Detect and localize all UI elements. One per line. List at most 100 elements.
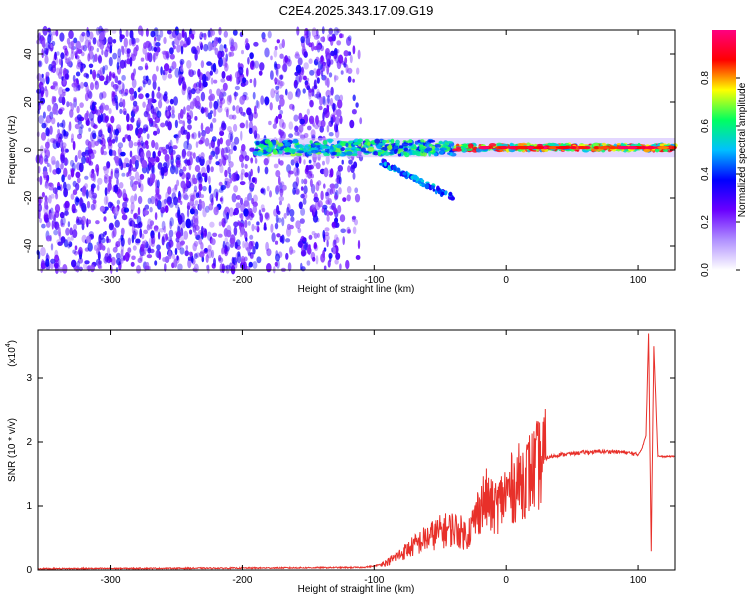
x-tick-label: 100 [630, 275, 647, 286]
y-tick-label: 2 [26, 437, 32, 448]
noise-mark [181, 148, 187, 158]
noise-mark [125, 197, 129, 203]
noise-mark [247, 220, 251, 226]
signal-mark [654, 148, 660, 153]
noise-mark [153, 130, 158, 136]
noise-mark [334, 194, 338, 200]
noise-mark [249, 78, 253, 84]
noise-mark [252, 194, 258, 203]
noise-mark [180, 200, 183, 205]
noise-mark [50, 258, 56, 264]
signal-mark [299, 144, 305, 149]
noise-mark [258, 70, 263, 76]
noise-mark [184, 250, 189, 257]
noise-mark [245, 237, 248, 242]
signal-mark [424, 143, 431, 148]
noise-mark [40, 132, 47, 141]
noise-mark [275, 85, 280, 90]
signal-core-mark [598, 146, 609, 150]
noise-mark [99, 205, 106, 212]
noise-mark [132, 95, 135, 101]
snr-scale-suffix: ) [7, 340, 18, 343]
noise-mark [224, 237, 229, 245]
noise-mark [142, 45, 147, 55]
noise-mark [74, 196, 80, 206]
noise-mark [36, 177, 41, 182]
noise-mark [88, 63, 94, 68]
noise-mark [72, 249, 77, 255]
noise-mark [102, 65, 106, 75]
noise-mark [130, 195, 135, 205]
noise-mark [93, 202, 97, 210]
noise-mark [158, 228, 165, 233]
noise-mark [40, 262, 47, 269]
noise-mark [129, 29, 134, 39]
signal-mark [418, 146, 426, 151]
noise-mark [97, 55, 103, 64]
noise-mark [147, 52, 150, 61]
noise-mark [299, 238, 303, 249]
noise-mark [308, 234, 313, 240]
noise-mark [183, 129, 188, 135]
noise-mark [170, 152, 174, 161]
noise-mark [137, 195, 143, 205]
noise-mark [62, 45, 68, 51]
signal-core-mark [627, 146, 638, 150]
signal-mark [445, 141, 454, 144]
noise-mark [226, 108, 229, 118]
noise-mark [41, 73, 44, 78]
noise-mark [188, 69, 192, 76]
noise-mark [94, 80, 100, 90]
noise-mark [111, 29, 117, 34]
noise-mark [352, 78, 355, 83]
noise-mark [190, 151, 193, 157]
noise-mark [165, 233, 169, 241]
noise-mark [275, 253, 280, 262]
noise-mark [273, 49, 278, 58]
noise-mark [73, 224, 77, 231]
noise-mark [320, 36, 324, 42]
noise-mark [144, 62, 148, 71]
branch-mark [392, 165, 397, 170]
noise-mark [298, 155, 302, 164]
noise-mark [133, 142, 138, 147]
noise-mark [176, 231, 181, 239]
noise-mark [302, 75, 307, 81]
noise-mark [279, 81, 285, 87]
noise-mark [171, 61, 177, 70]
noise-mark [234, 262, 238, 269]
noise-mark [198, 183, 203, 192]
noise-mark [221, 217, 226, 228]
noise-mark [158, 251, 162, 260]
noise-mark [304, 243, 308, 251]
noise-mark [88, 111, 95, 121]
noise-mark [166, 159, 171, 167]
noise-mark [174, 184, 178, 191]
noise-mark [260, 188, 265, 194]
noise-mark [148, 42, 152, 52]
noise-mark [64, 131, 69, 137]
noise-mark [227, 166, 231, 175]
noise-mark [245, 119, 249, 129]
noise-mark [146, 150, 151, 159]
noise-mark [353, 161, 358, 169]
noise-mark [229, 237, 235, 245]
noise-mark [131, 78, 137, 89]
noise-mark [138, 93, 144, 100]
noise-mark [40, 86, 45, 95]
noise-mark [180, 108, 184, 119]
noise-mark [276, 39, 280, 44]
noise-mark [203, 76, 209, 82]
noise-mark [328, 132, 334, 137]
branch-mark [424, 183, 429, 190]
noise-mark [252, 205, 257, 214]
snr-background [38, 330, 675, 570]
branch-mark [420, 179, 425, 183]
noise-mark [326, 215, 330, 222]
noise-mark [131, 255, 136, 261]
noise-mark [163, 225, 167, 233]
noise-mark [84, 175, 89, 180]
noise-mark [108, 56, 113, 67]
signal-mark [304, 149, 309, 153]
noise-mark [221, 263, 225, 274]
